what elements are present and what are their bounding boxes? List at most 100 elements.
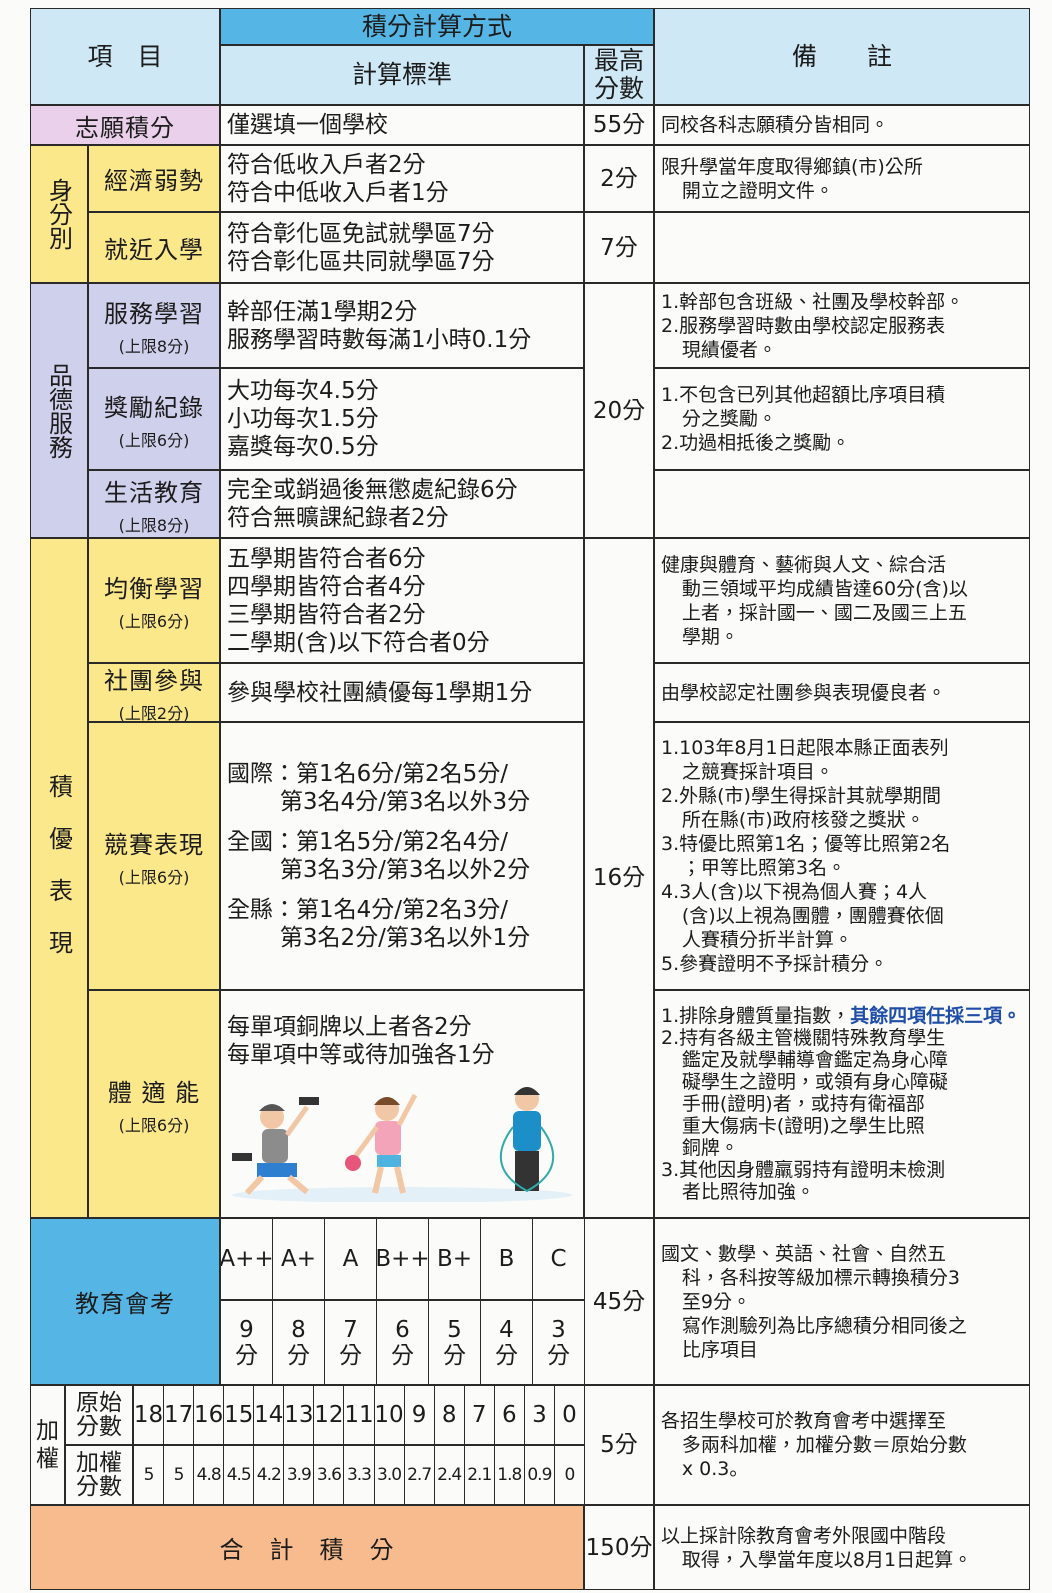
grade-points-cell: 5分 bbox=[428, 1300, 481, 1385]
weighted-score-cell: 3.9 bbox=[283, 1445, 315, 1505]
grade-cell: B bbox=[480, 1218, 533, 1300]
row-label: 志願積分 bbox=[75, 113, 175, 142]
grade-points-cell: 3分 bbox=[532, 1300, 585, 1385]
max-score: 55分 bbox=[592, 112, 646, 138]
row-label: 合 計 積 分 bbox=[219, 1536, 395, 1564]
raw-score: 13 bbox=[284, 1402, 314, 1428]
grade-cell: A bbox=[324, 1218, 377, 1300]
weighted-score: 0 bbox=[564, 1465, 576, 1485]
weighted-score-cell: 3.0 bbox=[373, 1445, 405, 1505]
raw-score-cell: 7 bbox=[463, 1385, 495, 1445]
raw-score: 0 bbox=[562, 1402, 577, 1428]
note-item: 3.特優比照第1名；優等比照第2名 ；甲等比照第3名。 bbox=[661, 833, 951, 879]
row-limit: (上限2分) bbox=[118, 704, 190, 722]
label-cell: 社團參與 (上限2分) bbox=[88, 663, 220, 722]
raw-score-cell: 14 bbox=[253, 1385, 285, 1445]
max-cell: 20分 bbox=[584, 283, 654, 538]
note-cell: 以上採計除教育會考外限國中階段 取得，入學當年度以8月1日起算。 bbox=[654, 1505, 1030, 1590]
category: 積優表現 bbox=[44, 774, 73, 982]
standard: 符合彰化區免試就學區7分 符合彰化區共同就學區7分 bbox=[227, 220, 495, 275]
row-limit: (上限6分) bbox=[118, 1115, 190, 1135]
note-item: 1.幹部包含班級、社團及學校幹部。 bbox=[661, 290, 965, 313]
label-cell: 就近入學 bbox=[88, 212, 220, 283]
raw-score: 9 bbox=[411, 1402, 427, 1428]
header-item-cell: 項 目 bbox=[30, 8, 220, 105]
weighted-score: 4.8 bbox=[196, 1465, 222, 1485]
category: 身分別 bbox=[44, 178, 73, 250]
weighted-score-cell: 3.6 bbox=[313, 1445, 345, 1505]
note-item: 以上採計除教育會考外限國中階段 取得，入學當年度以8月1日起算。 bbox=[661, 1524, 973, 1571]
grade: B++ bbox=[376, 1246, 429, 1272]
max-score: 20分 bbox=[592, 397, 646, 424]
max-cell: 45分 bbox=[584, 1218, 654, 1385]
standard: 幹部任滿1學期2分 服務學習時數每滿1小時0.1分 bbox=[227, 298, 532, 353]
header-note-cell: 備 註 bbox=[654, 8, 1030, 105]
raw-score: 8 bbox=[441, 1402, 457, 1428]
standard-cell: 完全或銷過後無懲處紀錄6分 符合無曠課紀錄者2分 bbox=[220, 470, 584, 538]
grade: B bbox=[498, 1246, 515, 1272]
note-item: 1.103年8月1日起限本縣正面表列 之競賽採計項目。 bbox=[661, 737, 949, 783]
row-limit: (上限6分) bbox=[118, 430, 190, 450]
weighted-score-cell: 3.3 bbox=[343, 1445, 375, 1505]
row-label: 服務學習 bbox=[104, 300, 204, 328]
weighted-score: 3.3 bbox=[346, 1465, 372, 1485]
grade-points: 8分 bbox=[287, 1316, 310, 1369]
weighted-score: 2.4 bbox=[437, 1465, 462, 1485]
weighted-score-cell: 2.7 bbox=[403, 1445, 435, 1505]
max-score: 2分 bbox=[600, 165, 638, 192]
fitness-illustration bbox=[232, 1087, 572, 1202]
note-cell bbox=[654, 212, 1030, 283]
note-item: 健康與體育、藝術與人文、綜合活 動三領域平均成績皆達60分(含)以 上者，採計國… bbox=[661, 553, 968, 648]
note-item: 2.功過相抵後之獎勵。 bbox=[661, 432, 851, 454]
raw-score-cell: 13 bbox=[283, 1385, 315, 1445]
label-cell: 競賽表現 (上限6分) bbox=[88, 722, 220, 990]
note-item: 2.服務學習時數由學校認定服務表 現績優者。 bbox=[661, 314, 946, 361]
label-cell: 教育會考 bbox=[30, 1218, 220, 1385]
grade-cell: B+ bbox=[428, 1218, 481, 1300]
standard: 完全或銷過後無懲處紀錄6分 符合無曠課紀錄者2分 bbox=[227, 477, 518, 531]
grade: C bbox=[550, 1246, 567, 1272]
standard: 全國：第1名5分/第2名4分/ 第3名3分/第3名以外2分 bbox=[227, 829, 531, 883]
raw-score-cell: 11 bbox=[343, 1385, 375, 1445]
raw-score-cell: 8 bbox=[433, 1385, 465, 1445]
standard-cell: 每單項銅牌以上者各2分 每單項中等或待加強各1分 bbox=[220, 990, 584, 1218]
weighted-label: 加權 分數 bbox=[76, 1450, 122, 1500]
grade-points-cell: 7分 bbox=[324, 1300, 377, 1385]
weighted-score-cell: 4.5 bbox=[223, 1445, 255, 1505]
grade: A++ bbox=[220, 1246, 273, 1272]
note-cell: 1.103年8月1日起限本縣正面表列 之競賽採計項目。 2.外縣(市)學生得採計其… bbox=[654, 722, 1030, 990]
category: 品德服務 bbox=[44, 362, 73, 459]
standard-cell: 五學期皆符合者6分 四學期皆符合者4分 三學期皆符合者2分 二學期(含)以下符合… bbox=[220, 538, 584, 663]
header-standard-cell: 計算標準 bbox=[220, 45, 584, 105]
note-cell: 國文、數學、英語、社會、自然五 科，各科按等級加標示轉換積分3 至9分。 寫作測… bbox=[654, 1218, 1030, 1385]
weighted-score-cell: 1.8 bbox=[493, 1445, 525, 1505]
max-score: 150分 bbox=[585, 1534, 653, 1561]
raw-score: 11 bbox=[344, 1402, 374, 1428]
max-score: 5分 bbox=[600, 1432, 638, 1458]
note-cell: 同校各科志願積分皆相同。 bbox=[654, 105, 1030, 145]
note-emphasis: 其餘四項任採三項。 bbox=[850, 1005, 1022, 1027]
weighted-label-cell: 加權 分數 bbox=[65, 1445, 133, 1505]
label-cell: 合 計 積 分 bbox=[30, 1505, 584, 1590]
standard: 符合低收入戶者2分 符合中低收入戶者1分 bbox=[227, 151, 449, 206]
raw-score-cell: 10 bbox=[373, 1385, 405, 1445]
raw-score-cell: 17 bbox=[163, 1385, 195, 1445]
standard: 僅選填一個學校 bbox=[227, 112, 388, 138]
row-limit: (上限6分) bbox=[118, 867, 190, 887]
note-cell: 各招生學校可於教育會考中選擇至 多兩科加權，加權分數＝原始分數 x 0.3。 bbox=[654, 1385, 1030, 1505]
weighted-score: 3.9 bbox=[286, 1465, 312, 1485]
row-limit: (上限8分) bbox=[118, 515, 190, 535]
weighted-score: 2.7 bbox=[407, 1465, 432, 1485]
note-cell: 限升學當年度取得鄉鎮(市)公所 開立之證明文件。 bbox=[654, 145, 1030, 212]
note-item: 2.外縣(市)學生得採計其就學期間 所在縣(市)政府核發之獎狀。 bbox=[661, 785, 941, 831]
note-item: 5.參賽證明不予採計積分。 bbox=[661, 953, 889, 975]
raw-score: 15 bbox=[224, 1402, 254, 1428]
header-max: 最高 分數 bbox=[593, 46, 644, 103]
row-label: 均衡學習 bbox=[104, 575, 204, 603]
weighted-score-cell: 4.2 bbox=[253, 1445, 285, 1505]
note-cell: 1.不包含已列其他超額比序項目積 分之獎勵。 2.功過相抵後之獎勵。 bbox=[654, 368, 1030, 470]
raw-score-cell: 0 bbox=[553, 1385, 585, 1445]
note-item: 各招生學校可於教育會考中選擇至 多兩科加權，加權分數＝原始分數 x 0.3。 bbox=[661, 1410, 967, 1480]
weighted-score-cell: 5 bbox=[163, 1445, 195, 1505]
standard-cell: 幹部任滿1學期2分 服務學習時數每滿1小時0.1分 bbox=[220, 283, 584, 368]
